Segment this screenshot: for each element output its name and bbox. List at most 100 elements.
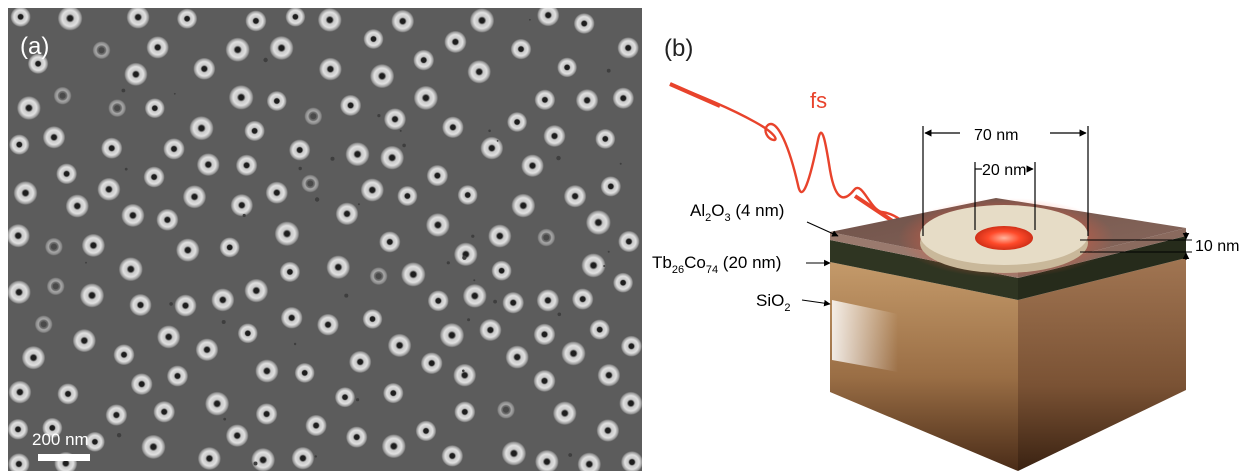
sem-micrograph: (a) 200 nm <box>8 8 642 471</box>
nanoring-hole <box>564 64 570 70</box>
nanoring-hole <box>171 146 177 152</box>
nanoring-hole <box>586 461 592 467</box>
nanoring-hole <box>30 355 37 361</box>
nanoring-hole <box>489 145 495 151</box>
nanoring-hole <box>620 280 626 286</box>
nanoring-hole <box>452 39 458 45</box>
nanoring-hole <box>184 16 190 22</box>
nanoring-hole <box>113 412 119 418</box>
nanoring-hole <box>74 203 80 209</box>
nanoring-hole <box>562 410 568 416</box>
nanoring-hole <box>434 173 440 179</box>
substrate-shine <box>832 300 898 372</box>
nanoring-hole <box>545 12 551 18</box>
nanoring-hole <box>542 97 548 103</box>
surface-speck <box>462 255 467 260</box>
nanoring-hole <box>551 133 558 139</box>
nanoring-hole <box>92 439 98 445</box>
nanoring-hole <box>625 45 631 51</box>
nanoring-hole <box>327 66 333 72</box>
nanoring-hole <box>628 343 635 349</box>
pulse-label: fs <box>810 88 827 113</box>
nanoring-hole <box>235 47 241 53</box>
nanoring-hole <box>354 434 360 440</box>
nanoring-schematic: (b) fs 70 nm 20 nm 10 nm Al2O3 (4 <box>652 35 1239 471</box>
surface-speck <box>221 320 226 324</box>
nanoring-hole <box>52 283 59 290</box>
nanoring-hole <box>423 95 429 101</box>
nanoring-hole <box>520 203 526 209</box>
nanoring-hole <box>497 233 503 239</box>
surface-speck <box>493 299 497 304</box>
nanoring-hole <box>370 36 377 42</box>
nanoring-hole <box>155 44 161 51</box>
panel-b-label: (b) <box>664 35 693 62</box>
nanoring-hole <box>429 360 435 366</box>
nanoring-hole <box>114 105 121 112</box>
layer-label-tbco: Tb26Co74 (20 nm) <box>652 253 781 276</box>
nanoring-hole <box>602 136 608 142</box>
arrow-al2o3 <box>806 221 839 237</box>
nanoring-hole <box>253 288 259 294</box>
nanoring-hole <box>289 315 295 321</box>
nanoring-hole <box>292 14 298 20</box>
nanoring-hole <box>67 15 73 21</box>
nanoring-hole <box>325 322 331 328</box>
nanoring-hole <box>204 347 210 353</box>
surface-speck <box>223 417 227 421</box>
nanoring-hole <box>462 372 468 378</box>
laser-pulse-wave <box>669 82 913 233</box>
nanoring-hole <box>98 47 105 54</box>
surface-speck <box>556 155 561 161</box>
surface-speck <box>557 312 562 317</box>
nanoring-hole <box>529 163 536 169</box>
nanoring-hole <box>59 92 66 99</box>
nanoring-hole <box>166 334 172 340</box>
nanoring-hole <box>572 193 578 199</box>
dimension-70nm <box>922 126 1089 236</box>
nanoring-hole <box>49 425 55 431</box>
nanoring-hole <box>313 422 319 429</box>
surface-speck <box>242 213 246 218</box>
nanoring-hole <box>22 190 29 196</box>
nanoring-hole <box>605 427 611 434</box>
nanoring-hole <box>16 461 22 467</box>
nanoring-hole <box>570 350 577 356</box>
nanoring-hole <box>287 269 293 275</box>
nanoring-hole <box>161 409 167 415</box>
ring-hole <box>975 226 1033 250</box>
nanoring-hole <box>369 316 376 322</box>
nanoring-hole <box>541 378 548 384</box>
nanoring-hole <box>274 190 280 196</box>
surface-speck <box>377 114 381 118</box>
nanoring-hole <box>423 428 429 434</box>
nanoring-hole <box>264 368 270 374</box>
nanoring-hole <box>375 273 382 280</box>
nanoring-hole <box>354 151 361 157</box>
surface-speck <box>85 261 87 264</box>
surface-speck <box>293 342 297 346</box>
nanoring-hole <box>135 14 141 20</box>
nanoring-hole <box>476 69 482 75</box>
nanoring-hole <box>389 155 395 161</box>
nanoring-hole <box>379 73 385 79</box>
nanoring-hole <box>89 292 95 298</box>
arrow-sio2 <box>801 299 831 307</box>
surface-speck <box>116 433 122 438</box>
nanoring-hole <box>449 332 455 338</box>
surface-speck <box>446 261 450 265</box>
nanoring-hole <box>580 296 586 302</box>
layer-label-al2o3: Al2O3 (4 nm) <box>690 201 784 224</box>
nanoring-hole <box>40 321 47 328</box>
nanoring-hole <box>15 233 21 239</box>
nanoring-hole <box>584 97 590 103</box>
nanoring-hole <box>205 162 211 168</box>
micrograph-background <box>8 8 642 471</box>
nanoring-hole <box>510 300 516 306</box>
nanoring-hole <box>404 193 410 199</box>
nanoring-hole <box>472 293 478 299</box>
nanoring-hole <box>300 455 306 461</box>
nanoring-hole <box>106 186 112 192</box>
nanoring-hole <box>137 302 144 308</box>
surface-speck <box>488 129 491 133</box>
